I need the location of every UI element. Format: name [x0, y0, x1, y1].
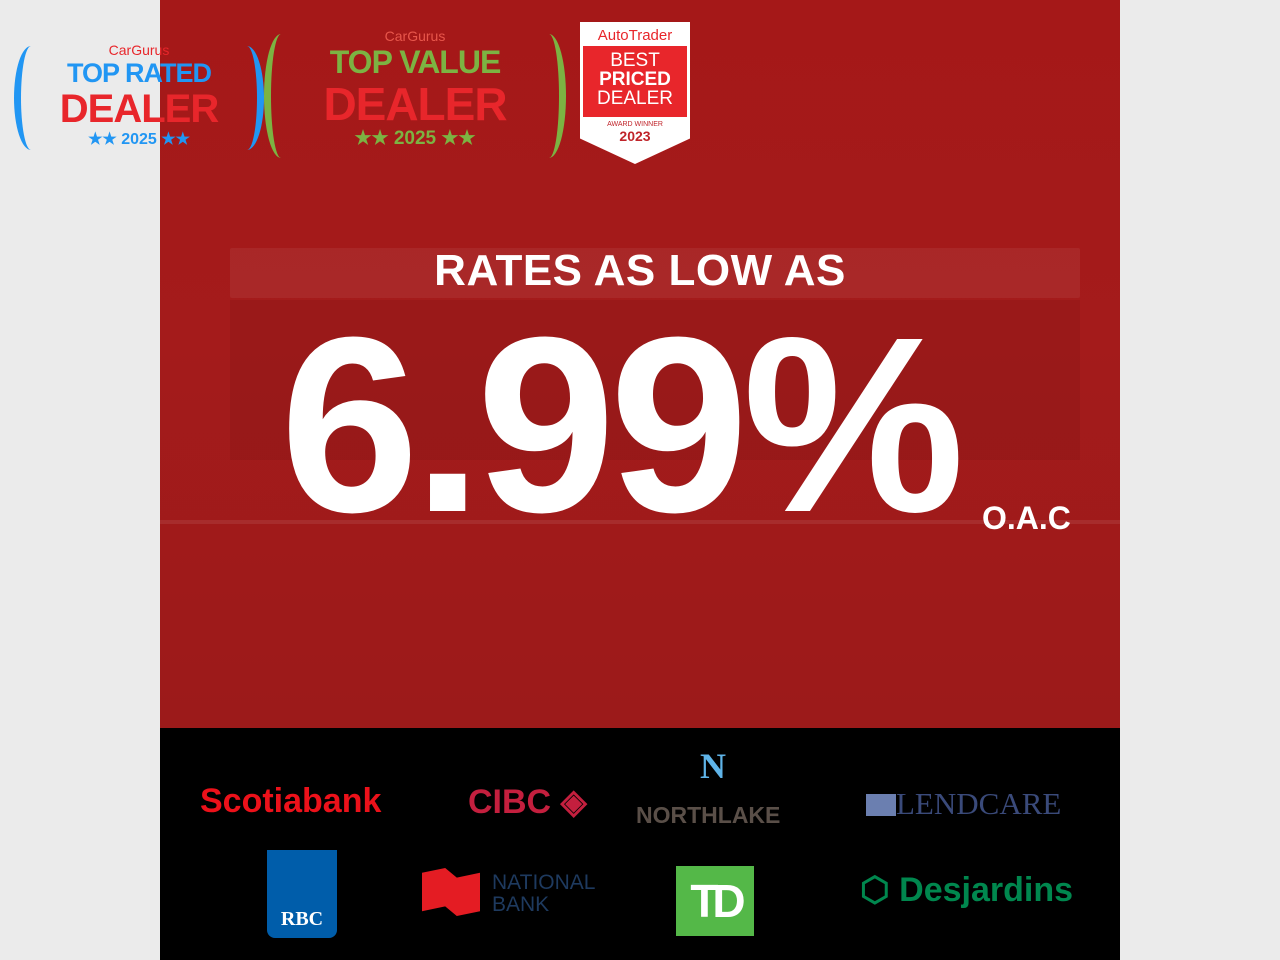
desjardins-hexagon-icon: ⬡: [860, 871, 890, 909]
desjardins-logo: ⬡ Desjardins: [860, 870, 1073, 910]
badge-year: ★★ 2025 ★★: [88, 131, 190, 148]
promo-note: O.A.C: [982, 500, 1071, 536]
cibc-logo: CIBC ◈: [468, 782, 587, 822]
cargurus-top-rated-badge: CarGurus TOP RATED DEALER ★★ 2025 ★★: [14, 42, 264, 150]
dealership-sign-background: [230, 248, 1080, 298]
laurel-right-icon: [230, 46, 264, 150]
badge-line3: DEALER: [596, 88, 674, 109]
cargurus-brand: CarGurus: [108, 42, 170, 58]
lendcare-text: LENDCARE: [896, 786, 1062, 821]
badge-line1: BEST: [610, 50, 660, 71]
cargurus-brand: CarGurus: [384, 28, 446, 44]
badge-caption: AWARD WINNER: [607, 121, 663, 128]
autotrader-badge: AutoTrader BEST PRICED DEALER AWARD WINN…: [580, 22, 690, 164]
cibc-diamond-icon: ◈: [560, 783, 587, 821]
promo-headline: RATES AS LOW AS: [434, 246, 846, 295]
northlake-compass-icon: N: [700, 746, 726, 786]
scotiabank-logo: Scotiabank: [200, 782, 382, 820]
rbc-logo: RBC: [267, 850, 337, 938]
badge-year: ★★ 2025 ★★: [354, 128, 476, 149]
badge-line2: DEALER: [59, 87, 219, 131]
cargurus-top-value-badge: CarGurus TOP VALUE DEALER ★★ 2025 ★★: [264, 28, 566, 158]
national-bank-logo: NATIONAL BANK: [492, 871, 595, 916]
badge-line1: TOP VALUE: [329, 44, 502, 80]
badge-line1: TOP RATED: [66, 58, 212, 88]
promo-rate: 6.99%: [280, 285, 965, 564]
national-bank-flag-icon: [422, 868, 480, 916]
laurel-right-icon: [532, 34, 566, 158]
laurel-left-icon: [264, 34, 298, 158]
road-background: [160, 520, 1120, 524]
badge-line2: DEALER: [323, 78, 507, 130]
laurel-left-icon: [14, 46, 48, 150]
autotrader-brand: AutoTrader: [583, 25, 687, 46]
desjardins-text: Desjardins: [899, 871, 1073, 909]
lendcare-mark-icon: [866, 794, 896, 816]
cibc-text: CIBC: [468, 783, 552, 821]
rbc-text: RBC: [280, 908, 324, 930]
badge-line2: PRICED: [599, 69, 671, 90]
td-logo: TD: [676, 866, 754, 936]
dealership-building-background: [230, 300, 1080, 460]
northlake-text: NORTHLAKE: [636, 802, 781, 828]
lender-logos: Scotiabank CIBC ◈ N NORTHLAKE LENDCARE R…: [160, 728, 1120, 960]
northlake-logo: NORTHLAKE: [636, 802, 780, 829]
badge-year: 2023: [619, 128, 651, 144]
lendcare-logo: LENDCARE: [866, 786, 1061, 822]
